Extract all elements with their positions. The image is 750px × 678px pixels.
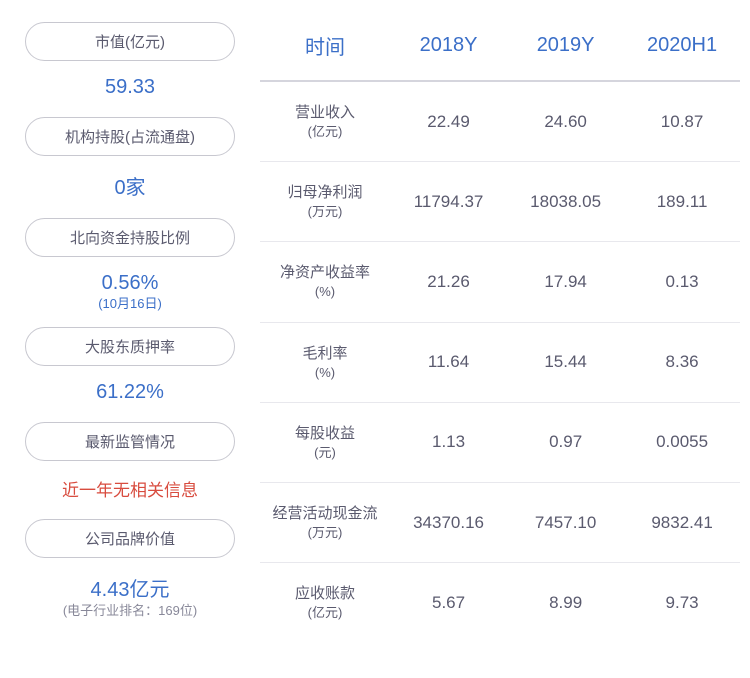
pill-northbound-value: 0.56% [25, 272, 235, 295]
pill-brand-value: 4.43亿元 [25, 573, 235, 602]
cell: 15.44 [507, 322, 624, 402]
cell: 21.26 [390, 242, 507, 322]
cell: 10.87 [624, 81, 740, 162]
table-row: 经营活动现金流(万元) 34370.16 7457.10 9832.41 [260, 482, 740, 562]
pill-brand-note: (电子行业排名：169位) [25, 600, 235, 619]
cell: 8.36 [624, 322, 740, 402]
row-label: 毛利率 [264, 343, 386, 364]
table-row: 毛利率(%) 11.64 15.44 8.36 [260, 322, 740, 402]
cell: 11794.37 [390, 162, 507, 242]
cell: 189.11 [624, 162, 740, 242]
financial-table-panel: 时间 2018Y 2019Y 2020H1 营业收入(亿元) 22.49 24.… [260, 15, 750, 663]
pill-market-cap-value: 59.33 [25, 76, 235, 99]
pill-pledge-value: 61.22% [25, 381, 235, 404]
pill-regulation-value: 近一年无相关信息 [25, 476, 235, 501]
header-time: 时间 [260, 15, 390, 81]
cell: 18038.05 [507, 162, 624, 242]
table-body: 营业收入(亿元) 22.49 24.60 10.87 归母净利润(万元) 117… [260, 81, 740, 642]
left-info-panel: 市值(亿元) 59.33 机构持股(占流通盘) 0家 北向资金持股比例 0.56… [0, 15, 260, 663]
row-label: 经营活动现金流 [264, 503, 386, 524]
cell: 5.67 [390, 563, 507, 643]
pill-brand-label: 公司品牌价值 [25, 519, 235, 558]
row-unit: (%) [264, 283, 386, 301]
row-label: 净资产收益率 [264, 262, 386, 283]
cell: 24.60 [507, 81, 624, 162]
pill-northbound-label: 北向资金持股比例 [25, 218, 235, 257]
pill-pledge-label: 大股东质押率 [25, 327, 235, 366]
row-unit: (亿元) [264, 604, 386, 622]
row-label: 营业收入 [264, 102, 386, 123]
table-row: 归母净利润(万元) 11794.37 18038.05 189.11 [260, 162, 740, 242]
row-unit: (万元) [264, 203, 386, 221]
table-row: 营业收入(亿元) 22.49 24.60 10.87 [260, 81, 740, 162]
cell: 8.99 [507, 563, 624, 643]
header-2020h1: 2020H1 [624, 15, 740, 81]
pill-institution-value: 0家 [25, 171, 235, 200]
row-unit: (元) [264, 444, 386, 462]
pill-regulation-label: 最新监管情况 [25, 422, 235, 461]
row-label: 归母净利润 [264, 182, 386, 203]
header-2019: 2019Y [507, 15, 624, 81]
cell: 9.73 [624, 563, 740, 643]
cell: 9832.41 [624, 482, 740, 562]
cell: 17.94 [507, 242, 624, 322]
financial-table: 时间 2018Y 2019Y 2020H1 营业收入(亿元) 22.49 24.… [260, 15, 740, 642]
table-header-row: 时间 2018Y 2019Y 2020H1 [260, 15, 740, 81]
cell: 7457.10 [507, 482, 624, 562]
header-2018: 2018Y [390, 15, 507, 81]
table-row: 净资产收益率(%) 21.26 17.94 0.13 [260, 242, 740, 322]
pill-market-cap-label: 市值(亿元) [25, 22, 235, 61]
table-row: 应收账款(亿元) 5.67 8.99 9.73 [260, 563, 740, 643]
cell: 0.97 [507, 402, 624, 482]
row-label: 每股收益 [264, 423, 386, 444]
row-unit: (%) [264, 364, 386, 382]
cell: 1.13 [390, 402, 507, 482]
pill-institution-label: 机构持股(占流通盘) [25, 117, 235, 156]
cell: 34370.16 [390, 482, 507, 562]
row-unit: (亿元) [264, 123, 386, 141]
cell: 11.64 [390, 322, 507, 402]
cell: 0.0055 [624, 402, 740, 482]
cell: 0.13 [624, 242, 740, 322]
row-label: 应收账款 [264, 583, 386, 604]
row-unit: (万元) [264, 524, 386, 542]
cell: 22.49 [390, 81, 507, 162]
pill-northbound-note: (10月16日) [25, 293, 235, 312]
table-row: 每股收益(元) 1.13 0.97 0.0055 [260, 402, 740, 482]
